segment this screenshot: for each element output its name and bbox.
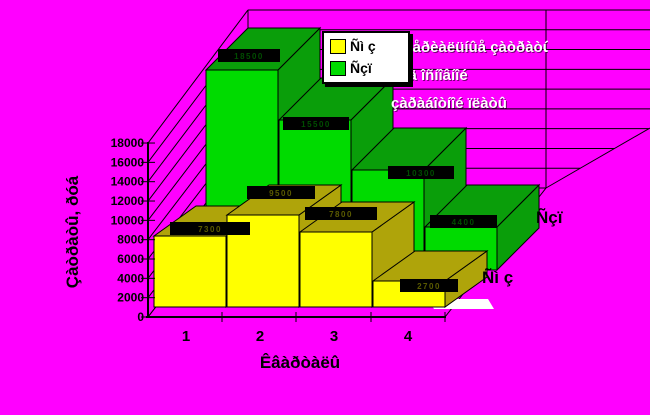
- wall-perspective-edge: [545, 127, 650, 189]
- legend-item-smz: Ñì ç: [330, 38, 404, 54]
- data-label-text-Ñçï-c3: 10300: [406, 169, 436, 178]
- data-label-text-Ñì ç-c4: 2700: [417, 282, 441, 291]
- legend-label-szp: Ñçï: [350, 60, 372, 76]
- value-axis-tick-label: 0: [137, 310, 144, 324]
- value-axis-tick-label: 14000: [111, 175, 145, 189]
- value-axis-tick-label: 10000: [111, 213, 145, 227]
- data-label-text-Ñçï-c2: 15500: [301, 120, 331, 129]
- legend-swatch-szp: [330, 60, 346, 76]
- data-label-strip-Ñçï-c3: [388, 166, 454, 179]
- data-label-strip-Ñì ç-c1: [170, 222, 250, 235]
- bar-front-Ñì ç-c2: [226, 214, 300, 308]
- value-axis-tick-label: 12000: [111, 194, 145, 208]
- series-axis-label-szp: Ñçï: [536, 208, 563, 227]
- category-axis-label: 3: [330, 328, 338, 345]
- value-axis-title: Çàòðàòû, ðóá: [63, 175, 82, 289]
- annotation-line-3: çàðàáîòíîé ïëàòû: [391, 95, 507, 112]
- data-label-text-Ñì ç-c1: 7300: [198, 225, 222, 234]
- value-axis-tick-label: 4000: [117, 271, 144, 285]
- category-axis-label: 4: [404, 328, 413, 345]
- data-label-strip-Ñçï-c2: [283, 117, 349, 130]
- data-label-text-Ñçï-c1: 18500: [234, 52, 264, 61]
- sidewall-gridline: [147, 9, 249, 144]
- data-label-strip-Ñçï-c1: [218, 49, 280, 62]
- annotation-line-2: ôîíä îñíîâíîé: [391, 67, 468, 84]
- value-axis-tick-label: 16000: [111, 155, 145, 169]
- category-axis-label: 2: [256, 328, 264, 345]
- data-label-text-Ñçï-c4: 4400: [452, 218, 476, 227]
- chart-legend: Ñì ç Ñçï: [322, 31, 410, 84]
- data-label-strip-Ñçï-c4: [430, 215, 497, 228]
- data-label-strip-Ñì ç-c2: [247, 186, 315, 199]
- legend-swatch-smz: [330, 38, 346, 54]
- category-axis-label: 1: [182, 328, 190, 345]
- series-axis-label-smz: Ñì ç: [482, 268, 514, 287]
- data-label-strip-Ñì ç-c4: [400, 279, 458, 292]
- bar-front-Ñì ç-c3: [299, 231, 373, 308]
- data-label-text-Ñì ç-c2: 9500: [269, 189, 293, 198]
- annotation-line-1: ìàòåðèàëüíûå çàòðàòû: [391, 39, 548, 56]
- data-label-strip-Ñì ç-c3: [305, 207, 377, 220]
- value-axis-tick-label: 2000: [117, 291, 144, 305]
- value-axis-tick-label: 8000: [117, 233, 144, 247]
- category-axis-title: Êâàðòàëû: [259, 353, 341, 372]
- data-label-text-Ñì ç-c3: 7800: [329, 210, 353, 219]
- chart-annotation: ìàòåðèàëüíûå çàòðàòû ôîíä îñíîâíîé çàðàá…: [391, 36, 548, 120]
- value-axis-tick-label: 18000: [111, 136, 145, 150]
- bar-front-Ñì ç-c1: [153, 235, 227, 308]
- legend-label-smz: Ñì ç: [350, 38, 376, 54]
- value-axis-tick-label: 6000: [117, 252, 144, 266]
- legend-item-szp: Ñçï: [330, 60, 404, 76]
